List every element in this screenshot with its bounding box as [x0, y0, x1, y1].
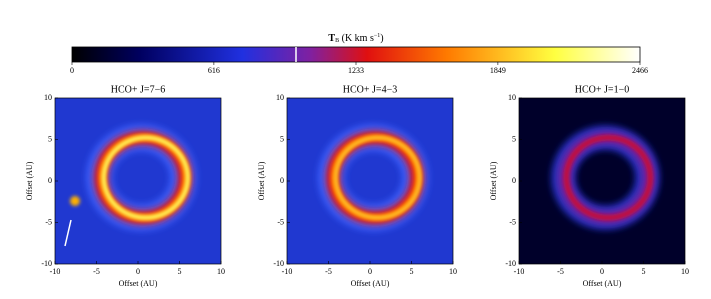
y-tick-label: 0 [48, 176, 52, 185]
x-tick-label: -10 [282, 267, 293, 276]
y-tick-label: 10 [44, 93, 52, 102]
panel-title: HCO+ J=4−3 [343, 84, 397, 95]
heatmap-background [519, 98, 685, 264]
y-tick-label: -5 [45, 217, 52, 226]
y-axis-label: Offset (AU) [489, 161, 498, 200]
panel-title: HCO+ J=7−6 [111, 84, 165, 95]
emission-ring [563, 134, 654, 221]
y-tick-label: 10 [276, 93, 284, 102]
x-axis-label: Offset (AU) [583, 279, 622, 288]
y-tick-label: -10 [41, 259, 52, 268]
x-axis-label: Offset (AU) [351, 279, 390, 288]
heatmap-panel: HCO+ J=1−0 -10 -5 0 5 10 -10 -5 0 5 10 Offset (AU) O… [489, 84, 689, 288]
y-tick-label: 5 [280, 134, 284, 143]
label-part: (K km s [339, 33, 374, 44]
y-axis-label: Offset (AU) [25, 161, 34, 200]
emission-ring [101, 135, 190, 220]
x-tick-label: 5 [642, 267, 646, 276]
panel-title: HCO+ J=1−0 [575, 84, 629, 95]
colorbar-tick-label: 616 [208, 66, 220, 75]
x-tick-label: 0 [136, 267, 140, 276]
colorbar-tick-label: 2466 [632, 66, 648, 75]
heatmap-panel: HCO+ J=7−6 -10 -5 0 5 10 -10 -5 0 5 10 Offset (AU) O… [25, 84, 225, 288]
y-tick-label: 0 [512, 176, 516, 185]
x-tick-label: -10 [50, 267, 61, 276]
colorbar [71, 46, 641, 63]
x-tick-label: 5 [178, 267, 182, 276]
heatmap-panel: HCO+ J=4−3 -10 -5 0 5 10 -10 -5 0 5 10 Offset (AU) O… [257, 84, 457, 288]
colorbar-tick-label: 1849 [490, 66, 506, 75]
x-tick-label: 0 [600, 267, 604, 276]
x-tick-label: 0 [368, 267, 372, 276]
y-tick-label: 10 [508, 93, 516, 102]
heatmap-image [55, 98, 221, 264]
colorbar-tick-label: 0 [70, 66, 74, 75]
y-tick-label: -10 [273, 259, 284, 268]
emission-ring [334, 136, 422, 220]
x-tick-label: 10 [217, 267, 225, 276]
y-tick-label: 0 [280, 176, 284, 185]
y-tick-label: 5 [48, 134, 52, 143]
x-tick-label: -5 [93, 267, 100, 276]
x-tick-label: -10 [514, 267, 525, 276]
colorbar-label: TB (K km s−1) [328, 33, 383, 44]
y-tick-label: -5 [509, 217, 516, 226]
y-axis-label: Offset (AU) [257, 161, 266, 200]
x-tick-label: 10 [681, 267, 689, 276]
x-tick-label: 5 [410, 267, 414, 276]
x-tick-label: 10 [449, 267, 457, 276]
arrow [64, 219, 72, 247]
label-part: −1 [374, 33, 380, 39]
label-part: T [328, 33, 335, 44]
x-axis-label: Offset (AU) [119, 279, 158, 288]
y-tick-label: 5 [512, 134, 516, 143]
heatmap-image [519, 98, 685, 264]
colorbar-tick-label: 1233 [348, 66, 364, 75]
y-tick-label: -5 [277, 217, 284, 226]
label-part: B [335, 38, 339, 44]
heatmap-image [287, 98, 453, 264]
x-tick-label: -5 [557, 267, 564, 276]
y-tick-label: -10 [505, 259, 516, 268]
emission-blob [70, 196, 80, 206]
label-part: ) [380, 33, 383, 44]
x-tick-label: -5 [325, 267, 332, 276]
